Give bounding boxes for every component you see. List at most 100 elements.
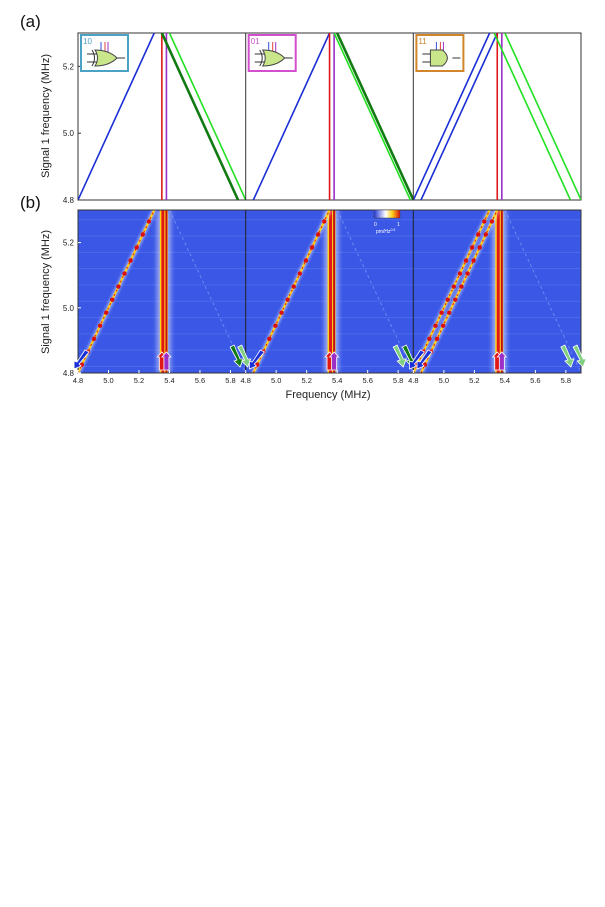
gate-inset-10: 10 [80,34,129,72]
heatmap-hotspot [297,271,303,276]
gate-body [261,49,286,67]
heatmap-hotspot [267,336,272,341]
arrow-shape [416,349,433,370]
series-line-gate-10 [160,33,240,200]
heatmap-hotspot [122,271,127,276]
heatmap-diagonal-trace [420,210,499,373]
x-tick-label: 5.2 [469,376,479,385]
arrow-icon [572,344,587,368]
series-line-gate-01 [333,33,412,200]
heatmap-hotspot [285,297,290,302]
colorbar-unit-label: pm/Hz0.5 [376,228,395,235]
series-line-gate-10 [78,33,155,200]
heatmap-hotspot [97,323,103,328]
x-tick-label: 5.0 [439,376,449,385]
panel-a-ylabel: Signal 1 frequency (MHz) [40,54,52,178]
heatmap-hotspot [471,258,476,263]
heatmap-hotspot [433,323,438,328]
panel-a-line-plot: 4.8 5.0 5.2 10 01 11 Signal 1 frequency (MHz… [40,32,582,205]
x-tick-label: 5.0 [271,376,281,385]
heatmap-band-red [329,210,333,373]
xor-gate-icon [254,42,293,67]
panel-b-heatmap: 4.8 5.0 5.2 4.8 5.0 5.2 5.4 5.6 5.8 4.8 5.0 5.2 5.4… [40,209,587,401]
x-tick-label: 5.8 [225,376,235,385]
x-tick-label: 5.8 [561,376,571,385]
heatmap-hotspot [315,232,321,237]
colorbar: 0 1 pm/Hz0.5 [373,209,401,235]
and-gate-icon [422,42,461,67]
gate-inset-label: 11 [418,37,427,46]
heatmap-hotspot [140,232,145,237]
panel-b-ylabel: Signal 1 frequency (MHz) [40,230,52,354]
x-tick-label: 5.4 [164,376,174,385]
heatmap-hotspot [463,258,469,263]
x-tick-label: 5.2 [301,376,311,385]
series-line-gate-11 [412,33,491,200]
arrow-icon [229,344,244,368]
heatmap-hotspot [273,323,278,328]
arrow-icon [496,351,508,371]
heatmap-diagonal-trace [412,210,491,373]
heatmap-hotspot [439,310,444,315]
y-tick-label: 5.0 [63,304,75,313]
heatmap-hotspot [134,245,139,250]
x-tick-label: 5.6 [362,376,372,385]
heatmap-hotspot [445,297,450,302]
x-tick-label: 4.8 [408,376,418,385]
heatmap-hotspot [469,245,475,250]
heatmap-hotspot [291,284,296,289]
x-tick-label: 4.8 [73,376,83,385]
heatmap-band-red [161,210,165,373]
series-line-gate-11 [504,33,581,200]
series-line-gate-01 [252,33,331,200]
x-tick-label: 5.6 [195,376,205,385]
arrow-icon [73,349,90,370]
gate-inset-01: 01 [247,34,297,72]
heatmap-hotspot [459,284,464,289]
heatmap-hotspot [303,258,309,263]
arrow-shape [229,344,244,368]
heatmap-hotspot [482,219,487,224]
heatmap-hotspot [104,310,109,315]
panel-label-b: (b) [20,193,41,212]
arrow-shape [73,349,90,370]
series-line-gate-11 [493,33,572,200]
heatmap-hotspot [279,310,284,315]
gate-xor-curve [91,49,95,67]
arrow-shape [409,349,426,370]
heatmap-hotspot [146,219,152,224]
arrow-icon [409,349,426,370]
gate-inset-label: 10 [83,37,92,46]
x-tick-label: 4.8 [240,376,250,385]
gate-xor-curve [259,49,263,67]
heatmap-hotspot [477,245,482,250]
xor-gate-icon [87,42,125,67]
y-tick-label: 5.0 [63,129,75,138]
heatmap-hotspot [489,219,495,224]
arrow-shape [560,344,575,368]
heatmap-hotspot [128,258,133,263]
heatmap-hotspot [440,323,446,328]
panel-b-xlabel: Frequency (MHz) [286,389,371,401]
colorbar-gradient [373,209,401,219]
arrow-shape [496,351,508,371]
heatmap-hotspot [457,271,463,276]
heatmap-band-red [333,210,336,373]
series-line-gate-10 [168,33,247,200]
arrow-icon [248,349,266,370]
heatmap-hotspot [427,336,432,341]
heatmap-diagonal-trace [78,210,156,373]
arrow-shape [161,351,172,371]
heatmap-hotspot [451,284,457,289]
x-tick-label: 5.8 [393,376,403,385]
colorbar-min-label: 0 [374,222,377,228]
x-tick-label: 5.0 [103,376,113,385]
heatmap-hotspot [465,271,470,276]
arrow-shape [392,344,407,368]
heatmap-diagonal-trace [252,210,331,373]
gate-body [429,49,448,67]
heatmap-hotspot [110,297,115,302]
y-tick-label: 4.8 [63,369,75,378]
heatmap-hotspot [116,284,121,289]
arrow-icon [392,344,407,368]
